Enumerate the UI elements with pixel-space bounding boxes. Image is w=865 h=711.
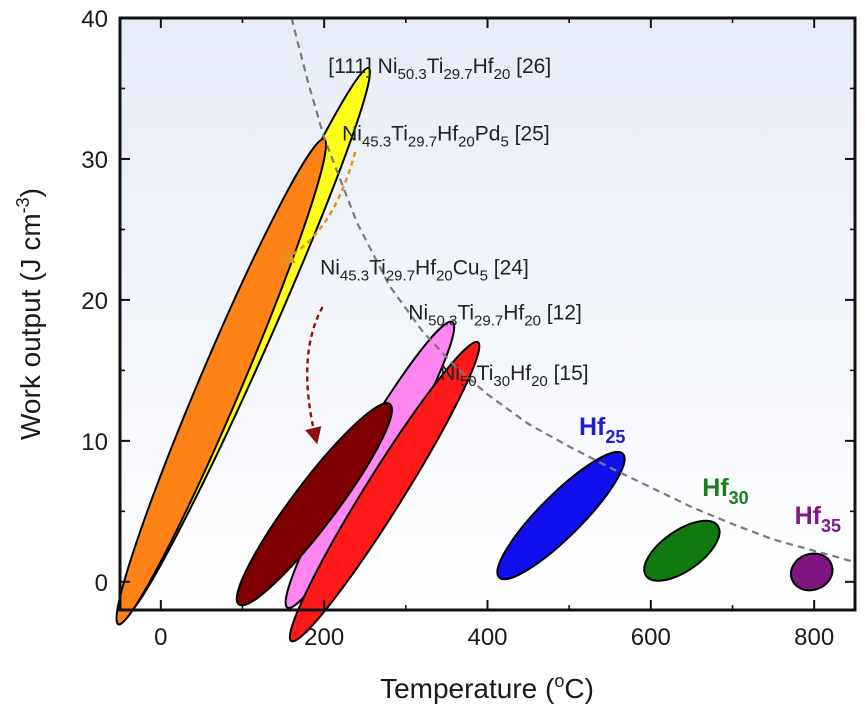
regions: [115, 66, 834, 643]
region-blue: [496, 451, 626, 581]
annotation-3: Ni50.3Ti29.7Hf20 [12]: [408, 302, 582, 330]
label-hf35: Hf35: [795, 502, 841, 536]
pd-arrow: [277, 151, 357, 263]
annotation-1: Ni45.3Ti29.7Hf20Pd5 [25]: [342, 123, 550, 151]
region-maroon: [235, 402, 393, 607]
x-tick-label: 200: [304, 624, 344, 651]
region-red: [288, 340, 481, 643]
label-hf30: Hf30: [702, 474, 748, 508]
x-tick-label: 0: [154, 624, 167, 651]
x-tick-label: 400: [467, 624, 507, 651]
arrows: [277, 151, 357, 445]
y-tick-label: 40: [81, 6, 108, 33]
annotation-4: Ni50Ti30Hf20 [15]: [440, 362, 588, 390]
x-tick-label: 600: [631, 624, 671, 651]
boundary-curve: [290, 17, 856, 564]
cu-arrow: [305, 306, 324, 445]
label-hf25: Hf25: [579, 413, 625, 447]
annotation-0: [111] Ni50.3Ti29.7Hf20 [26]: [328, 55, 551, 83]
y-tick-label: 30: [81, 147, 108, 174]
hf-labels: Hf25 Hf30 Hf35: [579, 413, 841, 536]
ticks: 0 200 400 600 800 0 10 20 30 40: [81, 6, 855, 651]
x-tick-label: 800: [794, 624, 834, 651]
y-tick-label: 0: [95, 570, 108, 597]
y-tick-label: 20: [81, 288, 108, 315]
region-green: [643, 519, 721, 582]
annotations: [111] Ni50.3Ti29.7Hf20 [26] Ni45.3Ti29.7H…: [320, 55, 589, 390]
x-axis-title: Temperature (oC): [380, 671, 594, 704]
y-tick-label: 10: [81, 429, 108, 456]
annotation-2: Ni45.3Ti29.7Hf20Cu5 [24]: [320, 257, 529, 285]
region-purple: [789, 552, 834, 592]
y-axis-title: Work output (J cm-3): [13, 188, 46, 440]
